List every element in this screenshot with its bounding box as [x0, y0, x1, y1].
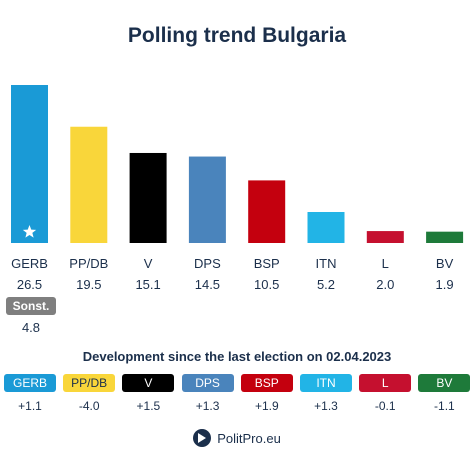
value-label: 19.5: [76, 277, 101, 292]
others-badge: Sonst.: [6, 297, 56, 315]
development-item: L -0.1: [359, 374, 412, 420]
bar-bsp: [248, 180, 286, 243]
delta-value: +1.3: [195, 399, 220, 413]
party-badge: PP/DB: [63, 374, 116, 392]
category-label: ITN: [316, 256, 337, 271]
party-badge: V: [122, 374, 175, 392]
delta-value: -0.1: [374, 399, 396, 413]
category-label: L: [382, 256, 389, 271]
development-item: ITN +1.3: [300, 374, 352, 420]
bar-dps: [188, 156, 226, 243]
delta-value: +1.5: [136, 399, 161, 413]
party-badge: DPS: [181, 374, 234, 392]
party-badge: BSP: [240, 374, 293, 392]
bar-l: [366, 231, 404, 243]
development-item: GERB +1.1: [4, 374, 56, 420]
value-label: 1.9: [436, 277, 454, 292]
category-label: PP/DB: [69, 256, 108, 271]
party-badge: L: [359, 374, 412, 392]
value-label: 10.5: [254, 277, 279, 292]
category-label: BV: [436, 256, 454, 271]
bar-chart: GERB 26.5 PP/DB 19.5 V 15.1 DPS 14.5 BSP 10.5 ITN 5…: [11, 85, 464, 292]
chart-title: Polling trend Bulgaria: [127, 24, 347, 47]
value-label: 2.0: [376, 277, 394, 292]
brand-name: PolitPro.eu: [217, 430, 281, 446]
category-label: DPS: [194, 256, 221, 271]
delta-value: -4.0: [78, 399, 100, 413]
politpro-logo-icon: [193, 429, 212, 447]
development-item: PP/DB -4.0: [63, 374, 116, 420]
party-badge: GERB: [4, 374, 56, 392]
category-label: V: [144, 256, 153, 271]
bar-gerb: [11, 85, 48, 243]
development-item: DPS +1.3: [181, 374, 234, 420]
party-badge: BV: [418, 374, 471, 392]
others-value: 4.8: [21, 320, 41, 335]
bar-v: [129, 152, 167, 243]
delta-value: +1.3: [314, 399, 338, 413]
development-item: V +1.5: [122, 374, 175, 420]
value-label: 15.1: [135, 277, 160, 292]
value-label: 14.5: [195, 277, 220, 292]
development-row: GERB +1.1 PP/DB -4.0 V +1.5 DPS +1.3 BSP +1.9 ITN +…: [4, 374, 471, 420]
footer: PolitPro.eu: [0, 428, 474, 448]
category-label: BSP: [254, 256, 280, 271]
bar-bv: [426, 231, 464, 243]
delta-value: +1.1: [18, 399, 42, 413]
bar-pp-db: [70, 126, 108, 243]
bar-itn: [307, 211, 345, 243]
star-icon: [22, 225, 37, 238]
value-label: 5.2: [317, 277, 335, 292]
delta-value: -1.1: [434, 399, 455, 413]
development-item: BV -1.1: [418, 374, 471, 420]
value-label: 26.5: [17, 277, 42, 292]
category-label: GERB: [11, 256, 48, 271]
development-title: Development since the last election on 0…: [82, 349, 392, 364]
development-item: BSP +1.9: [240, 374, 293, 420]
delta-value: +1.9: [254, 399, 279, 413]
party-badge: ITN: [300, 374, 352, 392]
